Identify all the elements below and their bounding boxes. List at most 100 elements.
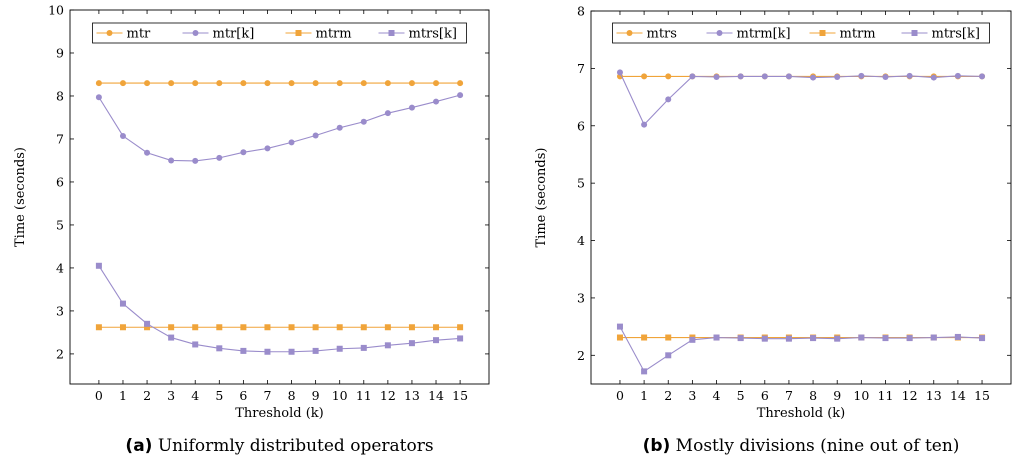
legend-entry: mtrs[k] bbox=[901, 27, 980, 42]
y-tick-label: 3 bbox=[56, 303, 64, 318]
series-mtrs[k] bbox=[95, 262, 464, 355]
data-point bbox=[288, 80, 295, 87]
legend-marker bbox=[819, 30, 826, 36]
data-point bbox=[737, 335, 744, 342]
data-point bbox=[689, 336, 696, 343]
data-point bbox=[641, 334, 648, 341]
legend-label: mtr bbox=[127, 27, 152, 42]
data-point bbox=[240, 149, 247, 156]
series-mtrs[k] bbox=[616, 323, 986, 375]
x-tick-label: 0 bbox=[95, 388, 103, 403]
data-point bbox=[785, 73, 792, 80]
data-point bbox=[433, 98, 440, 105]
x-tick-label: 4 bbox=[191, 388, 199, 403]
legend-entry: mtrm bbox=[809, 27, 876, 42]
series-mtrs bbox=[616, 73, 986, 80]
data-point bbox=[384, 80, 391, 87]
y-tick-label: 4 bbox=[56, 260, 64, 275]
data-point bbox=[641, 368, 648, 375]
data-point bbox=[616, 69, 623, 76]
data-point bbox=[312, 80, 319, 87]
y-axis-label: Time (seconds) bbox=[534, 148, 549, 248]
data-point bbox=[641, 73, 648, 80]
y-tick-label: 10 bbox=[48, 3, 64, 18]
series-line bbox=[98, 94, 461, 162]
legend-label: mtrm[k] bbox=[737, 27, 791, 42]
data-point bbox=[95, 80, 102, 87]
data-point bbox=[216, 80, 223, 87]
data-point bbox=[119, 300, 126, 307]
legend: mtr mtr[k] mtrm mtrs[k] bbox=[92, 22, 467, 44]
data-point bbox=[979, 335, 986, 342]
data-point bbox=[144, 80, 151, 87]
x-tick-label: 2 bbox=[143, 388, 151, 403]
x-tick-label: 13 bbox=[404, 388, 420, 403]
x-tick-label: 3 bbox=[688, 388, 696, 403]
y-tick-label: 3 bbox=[577, 290, 585, 305]
legend-box bbox=[92, 22, 467, 44]
legend-entry: mtrm[k] bbox=[706, 27, 791, 42]
series-mtrm[k] bbox=[616, 69, 986, 128]
data-point bbox=[264, 324, 271, 331]
x-tick-label: 14 bbox=[428, 388, 444, 403]
data-point bbox=[240, 347, 247, 354]
x-tick-label: 4 bbox=[713, 388, 721, 403]
caption-text: Uniformly distributed operators bbox=[152, 436, 433, 456]
data-point bbox=[360, 344, 367, 351]
legend-label: mtrs bbox=[647, 27, 677, 42]
legend-marker bbox=[106, 30, 113, 36]
data-point bbox=[954, 72, 961, 79]
data-point bbox=[360, 324, 367, 331]
data-point bbox=[858, 334, 865, 341]
x-tick-label: 8 bbox=[288, 388, 296, 403]
x-tick-label: 12 bbox=[380, 388, 396, 403]
y-tick-label: 4 bbox=[577, 233, 585, 248]
legend-label: mtrm bbox=[316, 27, 352, 42]
data-point bbox=[119, 132, 126, 139]
series-line bbox=[619, 326, 983, 373]
data-point bbox=[954, 333, 961, 340]
data-point bbox=[144, 320, 151, 327]
data-point bbox=[95, 324, 102, 331]
y-tick-label: 7 bbox=[56, 131, 64, 146]
data-point bbox=[384, 342, 391, 349]
x-tick-label: 1 bbox=[640, 388, 648, 403]
data-point bbox=[408, 324, 415, 331]
data-point bbox=[785, 335, 792, 342]
plot-frame bbox=[69, 9, 490, 385]
data-point bbox=[665, 334, 672, 341]
data-point bbox=[930, 334, 937, 341]
data-point bbox=[457, 324, 464, 331]
x-tick-label: 5 bbox=[215, 388, 223, 403]
legend-marker bbox=[295, 30, 302, 36]
data-point bbox=[264, 145, 271, 152]
data-point bbox=[433, 80, 440, 87]
legend-entry: mtrs bbox=[616, 27, 677, 42]
data-point bbox=[336, 124, 343, 131]
data-point bbox=[641, 121, 648, 128]
data-point bbox=[834, 73, 841, 80]
x-tick-label: 14 bbox=[950, 388, 966, 403]
data-point bbox=[288, 348, 295, 355]
data-point bbox=[216, 345, 223, 352]
data-point bbox=[408, 80, 415, 87]
x-tick-label: 9 bbox=[312, 388, 320, 403]
data-point bbox=[95, 94, 102, 101]
data-point bbox=[264, 348, 271, 355]
x-tick-label: 12 bbox=[902, 388, 918, 403]
data-point bbox=[216, 154, 223, 161]
data-point bbox=[288, 324, 295, 331]
data-point bbox=[433, 324, 440, 331]
x-tick-label: 6 bbox=[761, 388, 769, 403]
data-point bbox=[336, 324, 343, 331]
data-point bbox=[858, 72, 865, 79]
legend-marker bbox=[388, 30, 395, 36]
legend-marker bbox=[911, 30, 918, 36]
data-point bbox=[168, 324, 175, 331]
figure-caption: (b) Mostly divisions (nine out of ten) bbox=[643, 436, 960, 456]
x-tick-label: 6 bbox=[239, 388, 247, 403]
y-axis-label: Time (seconds) bbox=[13, 147, 28, 247]
data-point bbox=[882, 73, 889, 80]
